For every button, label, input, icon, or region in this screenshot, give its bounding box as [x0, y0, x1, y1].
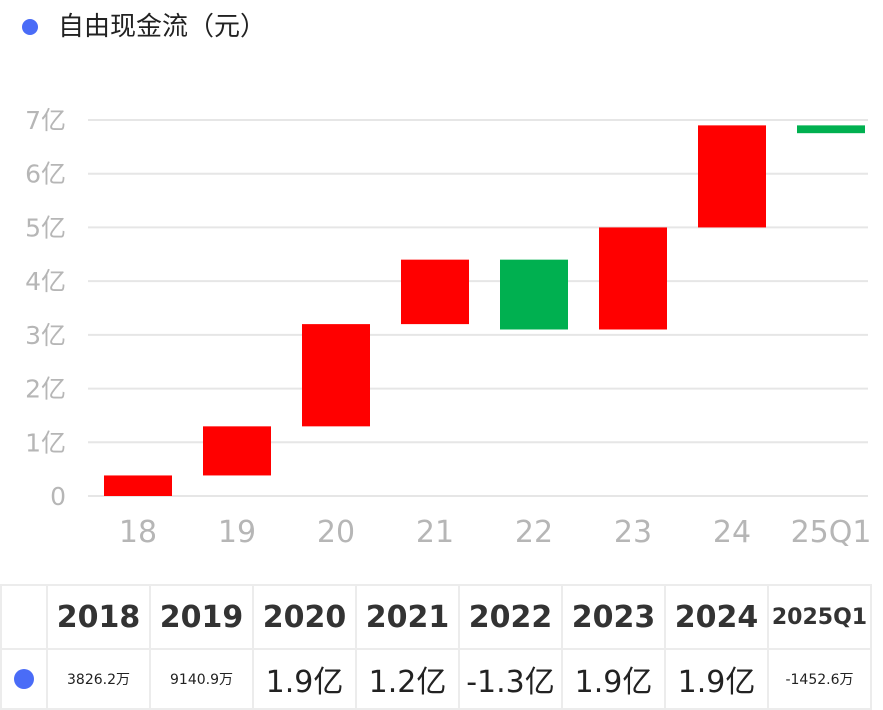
x-tick-label: 19: [218, 515, 256, 550]
x-tick-label: 22: [515, 515, 553, 550]
waterfall-bar: [698, 125, 766, 228]
waterfall-bar: [401, 259, 469, 325]
year-cell: 2018: [46, 584, 151, 650]
y-tick-label: 0: [50, 482, 66, 511]
y-axis-ticks: 0 1亿 2亿 3亿 4亿 5亿 6亿 7亿: [25, 106, 66, 511]
grid-lines: [88, 119, 868, 497]
waterfall-bar: [104, 475, 172, 496]
value-cell: 1.9亿: [252, 648, 357, 710]
value-cell: -1452.6万: [767, 648, 872, 710]
chart-title: 自由现金流（元）: [58, 12, 267, 42]
y-tick-label: 5亿: [25, 213, 66, 242]
waterfall-bar: [203, 426, 271, 476]
x-tick-label: 18: [119, 515, 157, 550]
x-tick-label: 25Q1: [791, 515, 872, 550]
waterfall-bar: [302, 324, 370, 427]
year-cell: 2023: [561, 584, 666, 650]
waterfall-chart: 0 1亿 2亿 3亿 4亿 5亿 6亿 7亿 18 19 20 21 22 23 24 25Q1: [25, 106, 872, 550]
data-table: 2018 2019 2020 2021 2022 2023 2024 2025Q…: [0, 584, 872, 710]
year-cell: 2020: [252, 584, 357, 650]
y-tick-label: 6亿: [25, 160, 66, 189]
waterfall-bar: [599, 227, 667, 330]
x-axis-ticks: 18 19 20 21 22 23 24 25Q1: [119, 515, 872, 550]
y-tick-label: 4亿: [25, 267, 66, 296]
y-tick-label: 7亿: [25, 106, 66, 135]
value-cell: 1.9亿: [561, 648, 666, 710]
y-tick-label: 2亿: [25, 375, 66, 404]
x-tick-label: 20: [317, 515, 355, 550]
x-tick-label: 21: [416, 515, 454, 550]
x-tick-label: 23: [614, 515, 652, 550]
series-dot-icon: [14, 669, 34, 690]
year-cell: 2024: [664, 584, 769, 650]
value-cell: 3826.2万: [46, 648, 151, 710]
waterfall-bar: [797, 125, 865, 134]
row-marker-cell: [0, 648, 48, 710]
y-tick-label: 1亿: [25, 428, 66, 457]
y-tick-label: 3亿: [25, 321, 66, 350]
legend-dot: [22, 19, 38, 35]
waterfall-bar: [500, 259, 568, 330]
year-row: 2018 2019 2020 2021 2022 2023 2024 2025Q…: [0, 584, 872, 650]
value-row: 3826.2万 9140.9万 1.9亿 1.2亿 -1.3亿 1.9亿 1.9…: [0, 648, 872, 710]
value-cell: 1.2亿: [355, 648, 460, 710]
year-cell: 2022: [458, 584, 563, 650]
bars: [104, 125, 865, 496]
year-cell: 2021: [355, 584, 460, 650]
year-cell: 2019: [149, 584, 254, 650]
value-cell: 1.9亿: [664, 648, 769, 710]
year-cell: 2025Q1: [767, 584, 872, 650]
value-cell: 9140.9万: [149, 648, 254, 710]
header-corner-cell: [0, 584, 48, 650]
x-tick-label: 24: [713, 515, 751, 550]
value-cell: -1.3亿: [458, 648, 563, 710]
